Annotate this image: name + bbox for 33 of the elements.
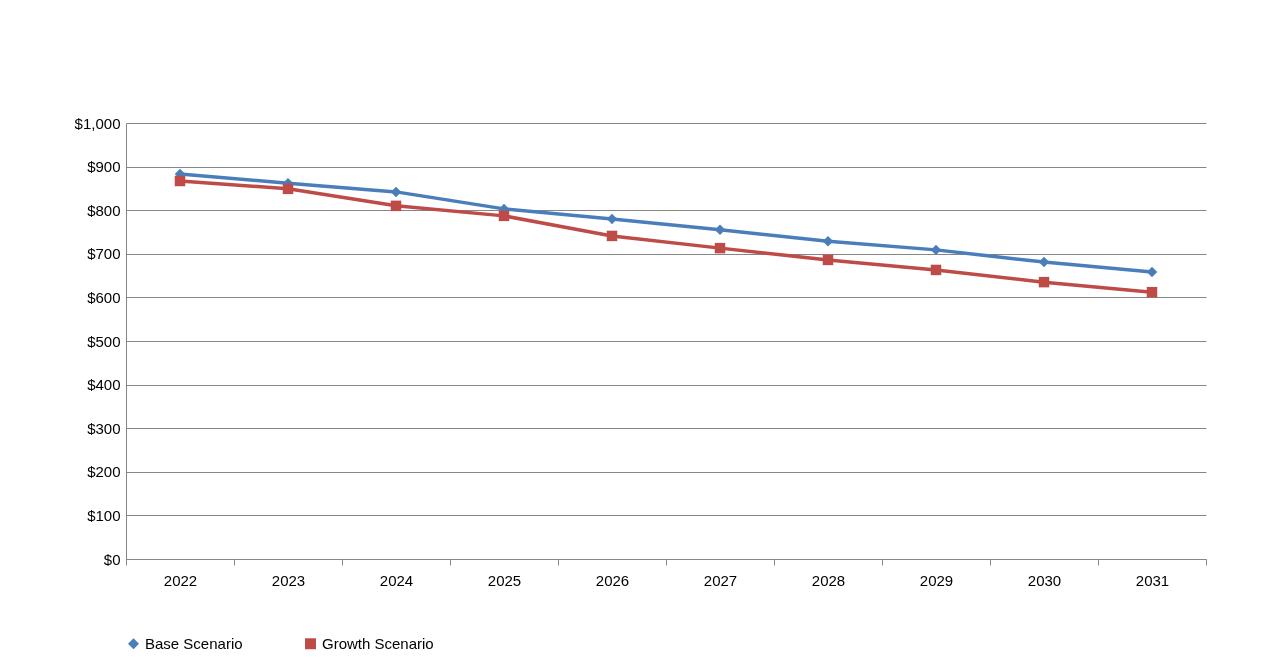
x-tick-label: 2030 bbox=[1027, 571, 1062, 589]
point bbox=[1038, 276, 1050, 288]
x-tick-label: 2025 bbox=[487, 571, 522, 589]
x-tick-label: 2022 bbox=[163, 571, 198, 589]
point bbox=[822, 254, 834, 266]
y-tick-label: $1,000 bbox=[74, 114, 121, 132]
point bbox=[606, 230, 618, 242]
point bbox=[498, 210, 510, 222]
point bbox=[1146, 286, 1158, 298]
point bbox=[390, 200, 402, 212]
point bbox=[930, 264, 942, 276]
legend-label: Growth Scenario bbox=[322, 634, 434, 652]
x-tick-label: 2026 bbox=[595, 571, 630, 589]
point bbox=[174, 175, 186, 187]
y-tick-label: $200 bbox=[87, 463, 121, 481]
x-tick-label: 2031 bbox=[1135, 571, 1170, 589]
x-tick-label: 2023 bbox=[271, 571, 306, 589]
y-tick-label: $0 bbox=[103, 550, 121, 568]
x-tick-label: 2024 bbox=[379, 571, 414, 589]
x-tick-label: 2028 bbox=[811, 571, 846, 589]
legend-label: Base Scenario bbox=[145, 634, 243, 652]
x-tick-label: 2027 bbox=[703, 571, 738, 589]
y-tick-label: $900 bbox=[87, 158, 121, 176]
y-tick-label: $800 bbox=[87, 201, 121, 219]
y-tick-label: $100 bbox=[87, 506, 121, 524]
y-tick-label: $500 bbox=[87, 332, 121, 350]
y-tick-label: $700 bbox=[87, 245, 121, 263]
point bbox=[282, 183, 294, 195]
point bbox=[714, 242, 726, 254]
y-tick-label: $400 bbox=[87, 376, 121, 394]
y-tick-label: $300 bbox=[87, 419, 121, 437]
x-tick-label: 2029 bbox=[919, 571, 954, 589]
y-tick-label: $600 bbox=[87, 288, 121, 306]
